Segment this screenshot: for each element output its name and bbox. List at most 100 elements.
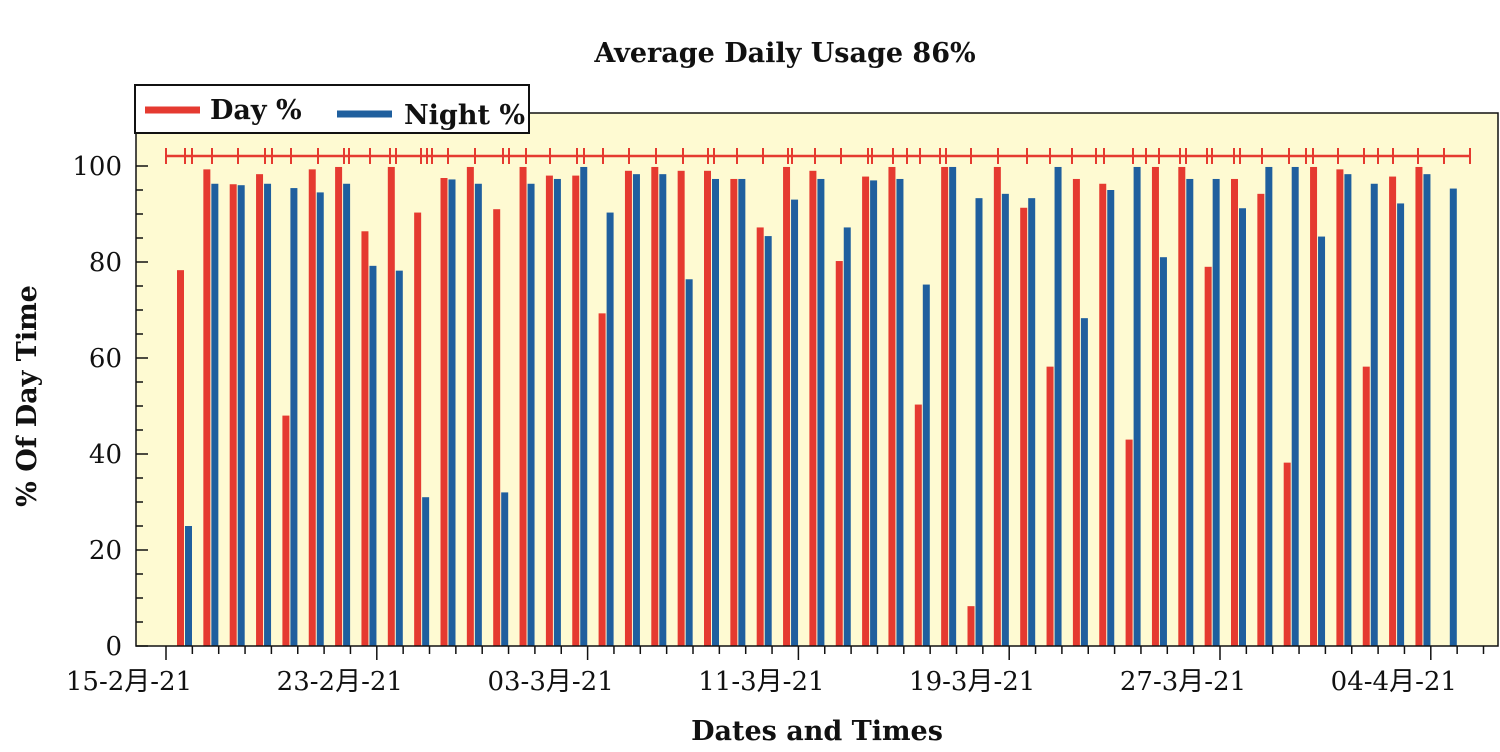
night-bar — [1028, 198, 1036, 646]
day-bar — [651, 166, 659, 646]
night-bar — [501, 492, 509, 646]
night-bar — [843, 227, 851, 646]
date-markers — [165, 148, 1471, 164]
day-bar — [1231, 178, 1238, 646]
day-bar — [361, 231, 369, 646]
x-axis-label: Dates and Times — [691, 716, 943, 747]
night-bar — [1186, 178, 1194, 646]
night-bar — [422, 497, 430, 646]
day-bar — [1099, 183, 1107, 646]
night-bar — [1133, 166, 1141, 646]
night-bar — [185, 526, 192, 646]
night-bar — [1423, 174, 1431, 646]
y-axis: 0 20 40 60 80 100 — [72, 152, 148, 662]
night-bar — [659, 174, 667, 646]
day-bar — [862, 176, 870, 646]
night-bar — [369, 265, 377, 646]
day-bar — [704, 170, 711, 647]
night-bar — [1291, 166, 1299, 646]
night-bar — [791, 199, 799, 646]
day-bar — [229, 184, 237, 647]
night-bar — [685, 279, 693, 646]
night-bar — [738, 178, 746, 646]
legend-box — [134, 84, 530, 134]
y-tick-label: 0 — [105, 632, 122, 662]
night-bar — [1107, 190, 1115, 646]
day-bar — [1415, 166, 1423, 646]
day-bar — [387, 166, 395, 646]
bars-group — [177, 166, 1457, 647]
night-bar — [1001, 193, 1009, 646]
night-bar — [553, 178, 561, 646]
legend: Day % Night % — [134, 84, 530, 134]
legend-day-label: Day % — [210, 95, 302, 126]
day-bar — [624, 170, 632, 647]
night-bar — [237, 185, 245, 646]
day-bar — [941, 166, 949, 646]
y-tick-label: 100 — [72, 152, 122, 182]
day-bar — [519, 166, 527, 646]
day-bar — [993, 166, 1001, 646]
day-bar — [1125, 439, 1133, 646]
legend-night-label: Night % — [404, 100, 525, 131]
night-bar — [632, 174, 640, 646]
day-bar — [466, 166, 474, 646]
day-bar — [1310, 166, 1318, 646]
x-axis: 15-2月-21 23-2月-21 03-3月-21 11-3月-21 19-3月-21… — [66, 646, 1485, 697]
day-bar — [1178, 166, 1186, 646]
night-bar — [1397, 203, 1405, 646]
chart-title: Average Daily Usage 86% — [593, 38, 975, 69]
day-bar — [1389, 176, 1397, 646]
y-tick-label: 60 — [89, 344, 122, 374]
day-bar — [493, 209, 501, 646]
night-bar — [764, 236, 772, 646]
day-bar — [967, 606, 975, 646]
day-bar — [756, 227, 764, 646]
day-bar — [835, 261, 843, 646]
day-bar — [809, 170, 817, 647]
x-tick-label: 15-2月-21 — [66, 667, 192, 697]
x-tick-label: 03-3月-21 — [487, 667, 613, 697]
night-bar — [527, 183, 535, 646]
day-bar — [414, 212, 422, 646]
night-bar — [1239, 208, 1246, 647]
day-bar — [1046, 366, 1054, 646]
day-bar — [440, 178, 448, 646]
day-bar — [177, 270, 184, 646]
y-tick-label: 40 — [89, 440, 122, 470]
night-bar — [580, 166, 588, 646]
night-bar — [922, 284, 930, 646]
night-bar — [606, 212, 614, 646]
day-bar — [1362, 366, 1370, 646]
x-tick-label: 11-3月-21 — [698, 667, 824, 697]
night-bar — [1265, 166, 1273, 646]
night-bar — [395, 270, 403, 646]
x-tick-label: 27-3月-21 — [1120, 667, 1246, 697]
night-bar — [211, 183, 219, 646]
day-bar — [1151, 166, 1159, 646]
x-tick-label: 23-2月-21 — [277, 667, 403, 697]
night-bar — [264, 183, 272, 646]
day-bar — [1072, 178, 1080, 646]
day-bar — [888, 166, 896, 646]
day-bar — [572, 175, 580, 646]
night-bar — [975, 198, 983, 646]
day-bar — [1257, 193, 1265, 646]
night-bar — [1449, 188, 1457, 646]
y-axis-label: % Of Day Time — [12, 285, 43, 507]
night-bar — [290, 188, 298, 646]
x-tick-label: 19-3月-21 — [909, 667, 1035, 697]
day-bar — [308, 169, 316, 647]
night-bar — [1344, 174, 1352, 646]
night-bar — [448, 179, 456, 646]
day-bar — [677, 170, 685, 647]
day-bar — [256, 174, 264, 646]
y-tick-label: 20 — [89, 536, 122, 566]
night-bar — [1080, 318, 1088, 646]
day-bar — [1020, 207, 1028, 646]
day-bar — [730, 178, 738, 646]
day-bar — [1283, 462, 1291, 646]
day-bar — [203, 169, 211, 647]
night-bar — [474, 183, 482, 646]
